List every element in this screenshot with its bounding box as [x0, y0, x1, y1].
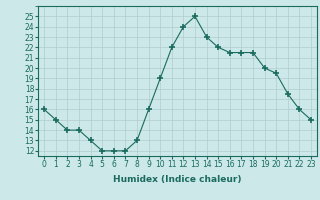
X-axis label: Humidex (Indice chaleur): Humidex (Indice chaleur) [113, 175, 242, 184]
